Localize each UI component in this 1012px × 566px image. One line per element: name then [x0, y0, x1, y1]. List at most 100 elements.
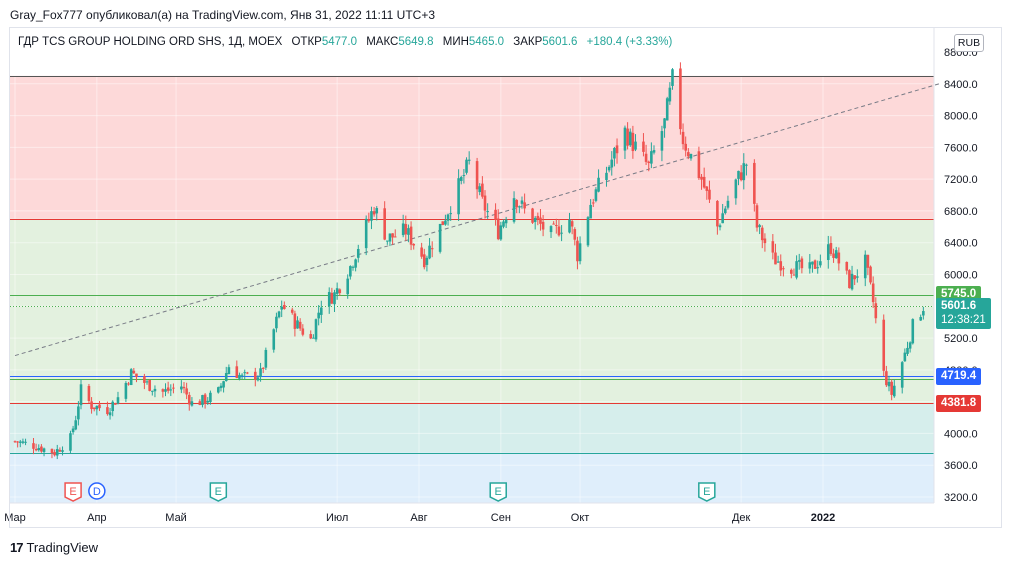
candle-163	[613, 146, 616, 167]
candle-1	[16, 441, 19, 448]
earnings-marker-icon	[489, 482, 507, 502]
candle-body-183	[687, 152, 690, 157]
candle-body-76	[293, 313, 297, 329]
candle-body-26	[108, 412, 112, 416]
candle-31	[127, 381, 130, 386]
candle-53	[206, 397, 210, 406]
candle-7	[37, 444, 41, 452]
candle-body-126	[478, 186, 482, 193]
candle-224	[837, 247, 841, 271]
candle-193	[724, 206, 727, 215]
candle-192	[721, 203, 724, 224]
candle-228	[853, 275, 856, 286]
candle-body-65	[253, 371, 257, 380]
candle-36	[145, 379, 149, 385]
candle-body-162	[610, 159, 614, 168]
candle-body-197	[739, 172, 743, 181]
candle-body-153	[576, 240, 579, 262]
candle-body-154	[578, 243, 582, 262]
candle-body-133	[502, 221, 505, 227]
candle-50	[198, 399, 202, 406]
candle-body-230	[863, 254, 867, 279]
candle-body-108	[409, 226, 413, 245]
candle-body-217	[813, 260, 817, 269]
candle-body-212	[795, 261, 798, 278]
candle-68	[261, 367, 265, 374]
candle-169	[634, 134, 637, 152]
candle-232	[869, 265, 872, 285]
close-value: 5601.6	[542, 36, 578, 48]
candle-198	[742, 153, 746, 190]
candle-217	[813, 259, 817, 270]
candle-226	[848, 269, 851, 289]
candle-body-229	[856, 276, 859, 278]
candle-149	[560, 225, 563, 242]
price-tick-label: 7600.0	[944, 142, 978, 154]
candle-118	[446, 213, 450, 226]
candle-178	[668, 82, 672, 105]
footer-brand[interactable]: 17 TradingView	[10, 540, 98, 555]
candle-body-168	[631, 132, 635, 152]
currency-button[interactable]: RUB	[954, 34, 984, 52]
candle-body-66	[256, 377, 260, 381]
symbol-name: ГДР TCS GROUP HOLDING ORD SHS, 1Д, MOEX	[18, 36, 283, 48]
candle-body-42	[166, 387, 170, 391]
candle-182	[684, 136, 687, 157]
chart-frame	[9, 27, 1002, 528]
candle-90	[346, 274, 350, 299]
candle-body-198	[742, 163, 746, 181]
candle-body-123	[465, 159, 468, 173]
event-marker-letter: E	[69, 486, 76, 498]
candle-body-83	[317, 312, 320, 319]
candle-body-148	[557, 226, 561, 236]
candle-body-187	[702, 176, 706, 188]
candle-body-225	[845, 261, 849, 271]
candle-body-203	[760, 227, 764, 241]
candle-body-34	[135, 373, 138, 378]
candle-188	[705, 185, 709, 200]
candle-114	[430, 241, 434, 258]
candle-body-99	[375, 208, 379, 214]
candle-body-117	[444, 220, 447, 225]
low-label: МИН	[442, 36, 469, 48]
candle-233	[871, 276, 875, 308]
candle-13	[58, 447, 62, 453]
candle-body-111	[422, 254, 426, 268]
candle-body-102	[388, 233, 392, 242]
candle-167	[628, 128, 632, 147]
candle-body-52	[203, 394, 207, 404]
candle-body-215	[808, 262, 812, 269]
candle-body-146	[552, 223, 555, 225]
candle-body-62	[240, 374, 244, 376]
candle-body-119	[449, 213, 452, 215]
event-marker-letter: E	[215, 486, 222, 498]
candle-body-115	[438, 223, 442, 252]
event-marker-1: D	[88, 482, 106, 500]
candle-5	[32, 437, 35, 455]
candle-body-113	[428, 245, 431, 259]
candle-body-160	[605, 172, 608, 180]
event-marker-0: E	[64, 482, 82, 502]
candle-157	[591, 198, 595, 207]
candle-219	[819, 254, 822, 268]
candle-119	[449, 206, 452, 221]
candle-body-201	[755, 205, 759, 228]
candle-body-130	[494, 209, 497, 220]
candle-body-124	[467, 159, 471, 161]
event-marker-3: E	[489, 482, 507, 502]
candle-body-214	[800, 258, 804, 269]
candle-110	[420, 242, 423, 259]
candle-body-105	[401, 223, 405, 236]
candle-177	[665, 96, 669, 121]
event-marker-letter: E	[495, 486, 502, 498]
candle-body-167	[628, 131, 632, 146]
candle-body-3	[21, 441, 25, 443]
high-label: МАКС	[366, 36, 399, 48]
candle-body-91	[349, 266, 352, 277]
candle-180	[679, 62, 682, 135]
candle-body-56	[219, 385, 223, 389]
candle-52	[203, 393, 207, 409]
candle-100	[383, 201, 386, 241]
candle-body-219	[819, 261, 822, 266]
